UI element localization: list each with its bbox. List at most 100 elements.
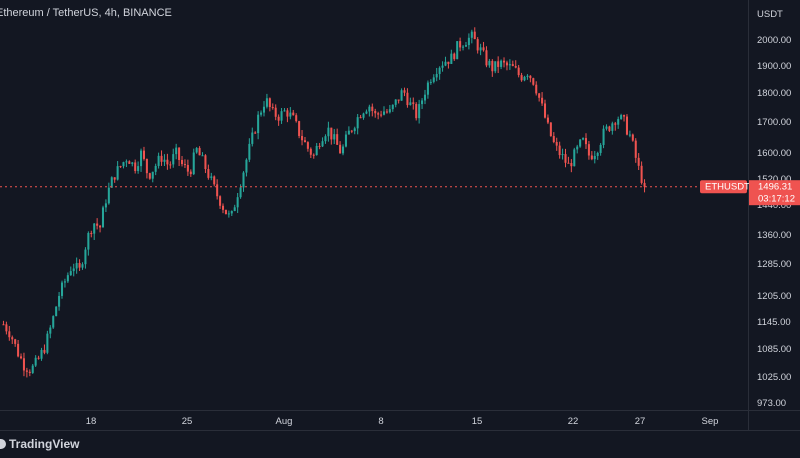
candle [324,134,327,144]
symbol-tag-bg [700,180,747,194]
candle [163,154,166,166]
candle [418,99,421,124]
candle [274,104,277,121]
candle [11,335,14,344]
candle [526,74,529,80]
candle [140,148,143,172]
candle [14,338,17,347]
candle [110,176,113,188]
y-tick-label: 1145.00 [757,317,791,328]
candle [643,179,646,193]
candle [397,99,400,104]
candle [514,60,517,69]
last-price-value: 1496.31 [758,182,792,193]
candle [46,330,49,355]
candle [356,113,359,135]
candle [628,130,631,138]
candle [292,109,295,116]
x-tick-label: Sep [702,416,719,427]
candle [409,97,412,106]
candle [631,133,634,142]
candle [181,156,184,167]
candle [169,161,172,169]
y-axis-ticks: 2000.00 1900.00 1800.00 1700.00 1600.00 1520.… [757,35,791,409]
candle [549,122,552,137]
y-tick-label: 1700.00 [757,117,791,128]
candle [175,143,178,160]
y-tick-label: 1440.00 [757,200,791,211]
candle [505,60,508,71]
candle [113,177,116,183]
candle [131,161,134,167]
y-tick-label: 973.00 [757,398,786,409]
candle [503,57,506,68]
candle [426,80,429,99]
candle [497,56,500,74]
candle [277,114,280,126]
candle [87,231,90,256]
candle [280,108,283,124]
candle [353,126,356,135]
candle [582,137,585,141]
candle [125,159,128,168]
candle [160,150,163,166]
candle [614,121,617,131]
candle [371,103,374,117]
candle [330,127,333,145]
candle [93,223,96,240]
candle [362,112,365,120]
candle [382,106,386,116]
candle [213,175,216,187]
candle [494,61,497,74]
candle [570,159,573,173]
candle [289,107,292,120]
candle [623,114,626,122]
candle [423,89,427,105]
x-axis-ticks: 18 25 Aug 8 15 22 27 Sep [86,416,719,427]
y-tick-label: 1205.00 [757,291,791,302]
candle [22,352,25,377]
candle [104,199,107,213]
candle [318,142,321,150]
candle [34,355,37,367]
candle [172,148,175,168]
candle [216,179,219,200]
y-tick-label: 1285.00 [757,259,791,270]
candle [388,104,391,114]
candle [520,72,523,82]
candle [315,142,318,156]
candle [166,153,169,170]
tradingview-logo[interactable]: TradingView [0,437,79,451]
candle [128,160,131,164]
candle [350,129,353,134]
candle [488,58,491,68]
price-tag-bg [749,180,800,206]
candle [101,205,105,228]
candle [55,306,58,317]
y-tick-label: 2000.00 [757,35,791,46]
candle [403,87,406,97]
candle [391,104,394,112]
candle [251,127,254,147]
candle [377,111,380,120]
candle [75,257,78,274]
candle [608,125,611,133]
candle [543,99,547,119]
candle [40,347,43,361]
candle [447,61,450,69]
candle [444,56,447,67]
candle [593,150,596,164]
candle [552,132,555,144]
candle [333,128,336,145]
candle [248,138,251,163]
candle [429,79,432,85]
candle [321,137,324,148]
candle [122,161,125,169]
candle [517,64,520,78]
candle [459,37,462,52]
candle [298,120,301,139]
candle [538,92,541,102]
candle [532,77,535,86]
candle [482,41,485,52]
